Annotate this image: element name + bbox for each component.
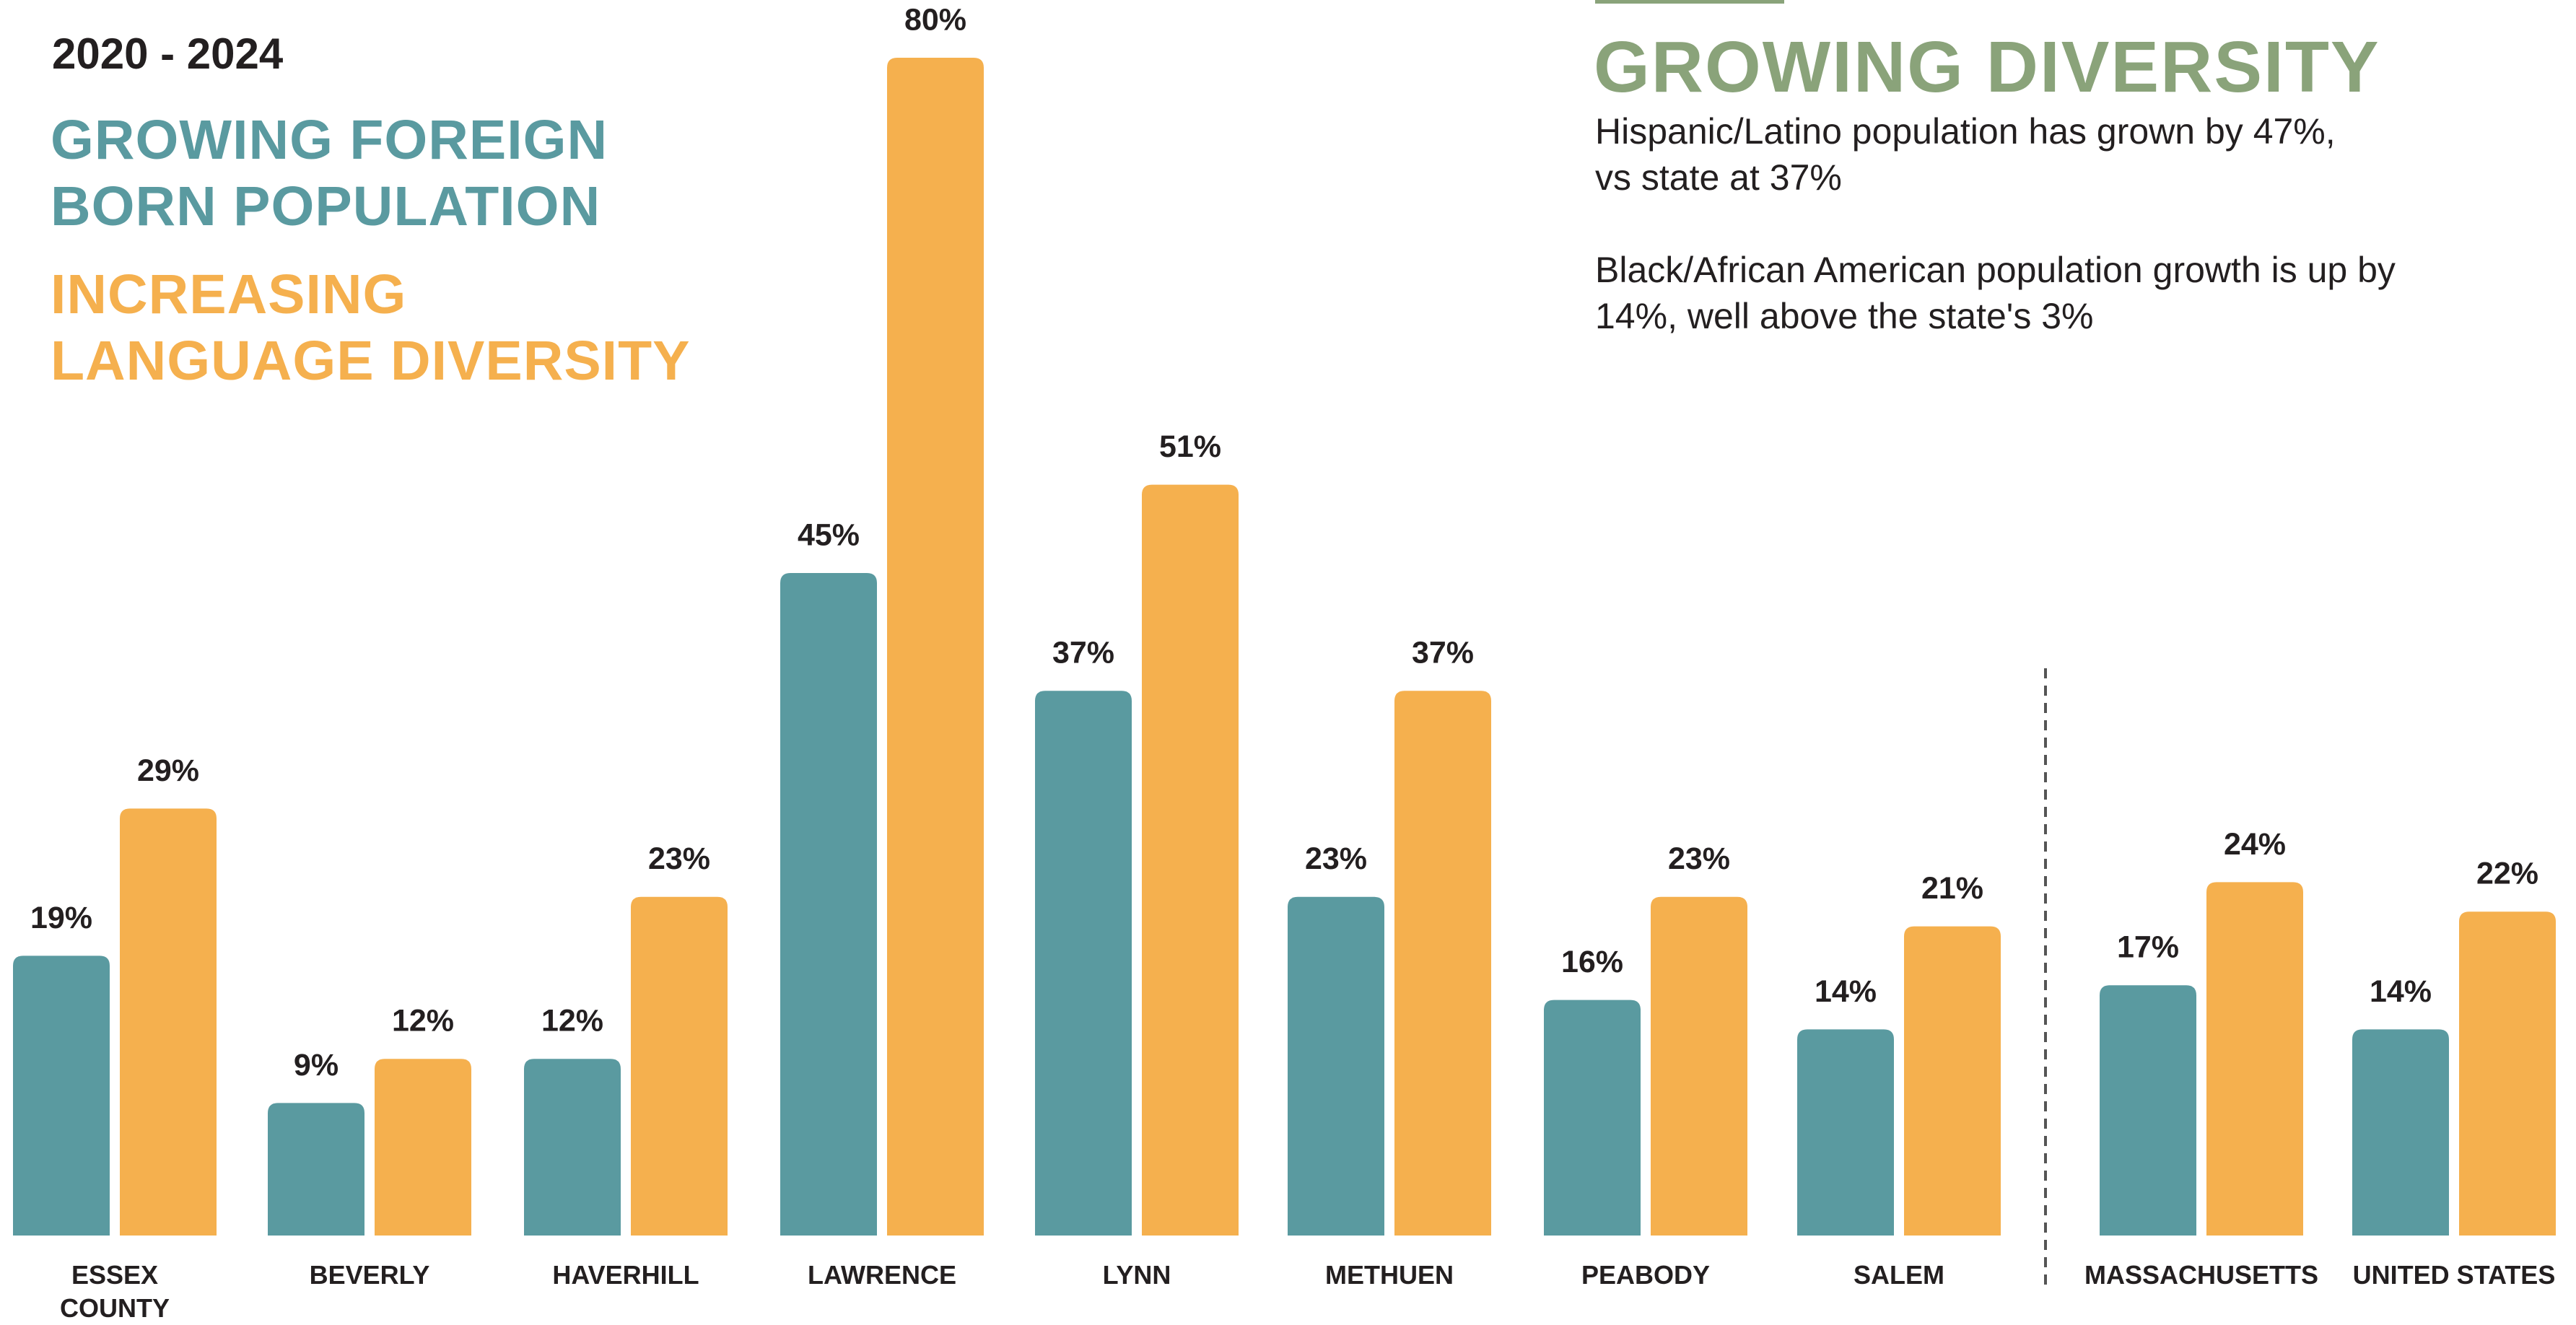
- bar: [2100, 985, 2196, 1236]
- annotation-paragraph: Black/African American population growth…: [1595, 247, 2396, 339]
- bar: [2459, 911, 2556, 1236]
- value-label: 16%: [1561, 945, 1623, 979]
- category-label-box: BEVERLY: [268, 1259, 471, 1292]
- x-tick-label: LAWRENCE: [808, 1260, 956, 1290]
- value-label: 51%: [1159, 429, 1221, 464]
- x-tick-label: MASSACHUSETTS: [2084, 1260, 2319, 1290]
- annotation-title: GROWING DIVERSITY: [1594, 27, 2380, 108]
- bar: [524, 1059, 621, 1236]
- value-label: 9%: [294, 1048, 339, 1083]
- bar: [2206, 882, 2303, 1236]
- bar: [1288, 896, 1384, 1236]
- value-label: 23%: [1305, 841, 1367, 876]
- value-label: 24%: [2224, 827, 2286, 862]
- value-label: 45%: [798, 517, 860, 552]
- value-label: 29%: [137, 753, 199, 788]
- bar: [1394, 691, 1491, 1236]
- x-tick-label: LYNN: [1102, 1260, 1171, 1290]
- bar: [13, 956, 110, 1236]
- bar: [268, 1103, 364, 1236]
- category-label-box: ESSEX COUNTY: [13, 1259, 217, 1325]
- value-label: 19%: [30, 901, 92, 935]
- bar: [1142, 484, 1239, 1236]
- category-label-box: HAVERHILL: [524, 1259, 728, 1292]
- annotation-line: 14%, well above the state's 3%: [1595, 296, 2094, 336]
- bar: [1904, 926, 2001, 1236]
- annotation-line: Black/African American population growth…: [1595, 250, 2396, 290]
- x-tick-label: HAVERHILL: [552, 1260, 699, 1290]
- value-label: 14%: [2370, 974, 2432, 1009]
- x-tick-label: METHUEN: [1325, 1260, 1454, 1290]
- category-label-box: PEABODY: [1544, 1259, 1747, 1292]
- value-label: 14%: [1815, 974, 1877, 1009]
- bar: [1035, 691, 1132, 1236]
- annotations: Hispanic/Latino population has grown by …: [1595, 108, 2396, 385]
- x-tick-label: UNITED STATES: [2352, 1260, 2556, 1290]
- legend-entry: GROWING FOREIGN BORN POPULATION: [51, 109, 608, 237]
- bar: [2352, 1029, 2449, 1236]
- value-label: 22%: [2476, 857, 2538, 891]
- accent-rule: [1595, 0, 1784, 4]
- category-label-box: METHUEN: [1288, 1259, 1491, 1292]
- category-label-box: LAWRENCE: [780, 1259, 984, 1292]
- x-tick-label: ESSEX COUNTY: [60, 1260, 170, 1323]
- value-label: 12%: [392, 1004, 454, 1038]
- bar: [887, 58, 984, 1236]
- value-label: 23%: [648, 841, 710, 876]
- bar: [1797, 1029, 1894, 1236]
- x-tick-label: SALEM: [1854, 1260, 1944, 1290]
- category-label-box: LYNN: [1035, 1259, 1239, 1292]
- value-label: 80%: [904, 2, 966, 37]
- value-label: 37%: [1412, 636, 1474, 670]
- bar: [631, 896, 728, 1236]
- value-label: 12%: [541, 1004, 603, 1038]
- category-label-box: MASSACHUSETTS: [2084, 1259, 2318, 1292]
- bar: [120, 808, 217, 1236]
- value-label: 17%: [2117, 930, 2179, 965]
- bar: [780, 573, 877, 1236]
- value-label: 37%: [1052, 636, 1114, 670]
- value-label: 23%: [1668, 841, 1730, 876]
- chart-title: 2020 - 2024: [52, 30, 284, 78]
- value-label: 21%: [1921, 871, 1983, 906]
- bar: [1544, 1000, 1641, 1236]
- x-tick-label: PEABODY: [1581, 1260, 1711, 1290]
- x-tick-label: BEVERLY: [309, 1260, 430, 1290]
- bar: [1651, 896, 1747, 1236]
- legend-entry: INCREASING LANGUAGE DIVERSITY: [51, 263, 691, 392]
- annotation-line: vs state at 37%: [1595, 157, 1842, 198]
- annotation-paragraph: Hispanic/Latino population has grown by …: [1595, 108, 2396, 201]
- category-label-box: UNITED STATES: [2352, 1259, 2556, 1292]
- annotation-line: Hispanic/Latino population has grown by …: [1595, 111, 2336, 152]
- category-label-box: SALEM: [1797, 1259, 2001, 1292]
- bar: [375, 1059, 471, 1236]
